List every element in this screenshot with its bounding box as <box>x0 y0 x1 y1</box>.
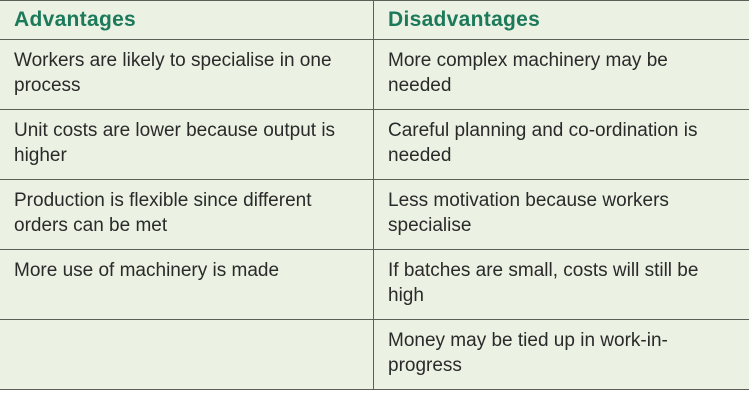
table-cell: More complex machinery may be needed <box>373 39 749 110</box>
table-row: More use of machinery is made If batches … <box>0 249 749 320</box>
table-body: Workers are likely to specialise in one … <box>0 39 749 390</box>
table-cell: Less motivation because workers speciali… <box>373 179 749 250</box>
table-row: Money may be tied up in work-in-progress <box>0 319 749 390</box>
table-row: Production is flexible since different o… <box>0 179 749 250</box>
table-row: Unit costs are lower because output is h… <box>0 109 749 180</box>
table-cell: Careful planning and co-ordination is ne… <box>373 109 749 180</box>
table-cell: Unit costs are lower because output is h… <box>0 109 374 180</box>
table-cell: Production is flexible since different o… <box>0 179 374 250</box>
comparison-table: Advantages Disadvantages Workers are lik… <box>0 0 749 390</box>
table-cell <box>0 319 374 390</box>
table-cell: Money may be tied up in work-in-progress <box>373 319 749 390</box>
table-cell: More use of machinery is made <box>0 249 374 320</box>
table-cell: Workers are likely to specialise in one … <box>0 39 374 110</box>
header-cell: Advantages <box>0 0 374 40</box>
table-row: Workers are likely to specialise in one … <box>0 39 749 110</box>
header-row: Advantages Disadvantages <box>0 0 749 40</box>
table-cell: If batches are small, costs will still b… <box>373 249 749 320</box>
header-cell: Disadvantages <box>373 0 749 40</box>
